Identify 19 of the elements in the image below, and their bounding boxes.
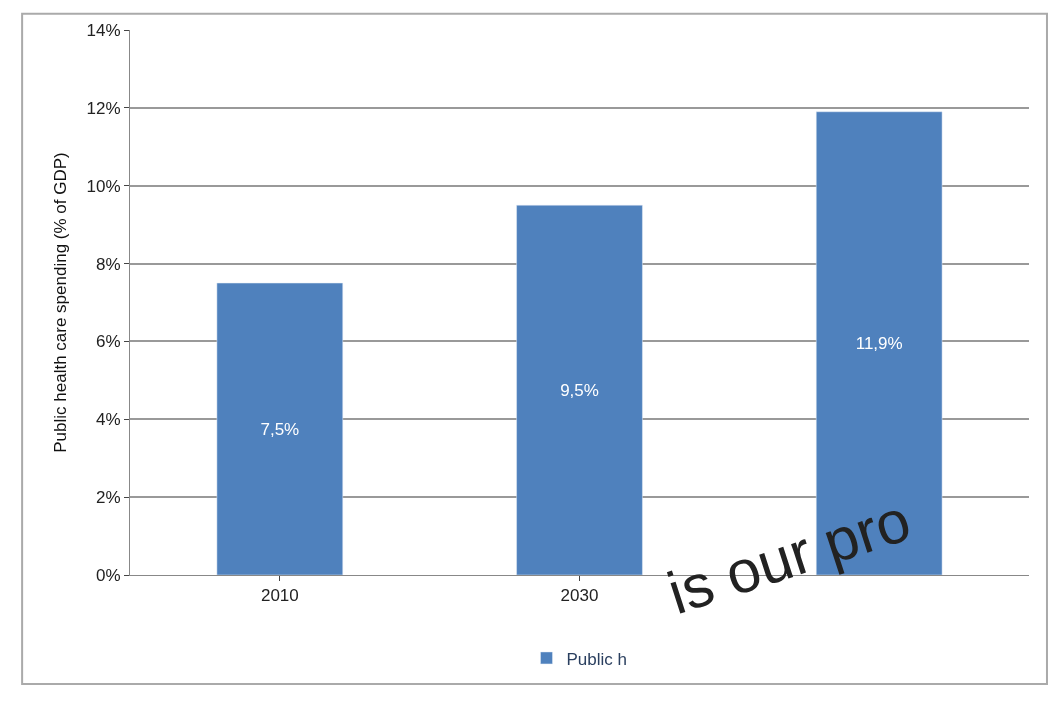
y-tick-label: 2% xyxy=(96,488,121,508)
y-tick-label: 6% xyxy=(96,332,121,352)
data-label: 7,5% xyxy=(260,419,300,439)
y-tick-label: 14% xyxy=(86,20,121,40)
x-tick-label: 2010 xyxy=(260,586,299,606)
bar xyxy=(216,282,344,575)
annotation: is our pro xyxy=(659,486,919,628)
legend-label: Public h xyxy=(566,649,627,669)
data-label: 9,5% xyxy=(560,380,599,400)
y-axis-title: Public health care spending (% of GDP) xyxy=(51,152,71,453)
bar xyxy=(815,111,943,575)
bar xyxy=(516,204,643,575)
y-tick-label: 0% xyxy=(96,565,121,585)
y-tick-label: 10% xyxy=(86,176,121,196)
y-tick-label: 4% xyxy=(96,410,121,430)
y-tick-label: 8% xyxy=(96,254,121,274)
x-tick-label: 2030 xyxy=(560,586,599,606)
data-label: 11,9% xyxy=(855,333,903,353)
y-tick-label: 12% xyxy=(86,98,121,118)
